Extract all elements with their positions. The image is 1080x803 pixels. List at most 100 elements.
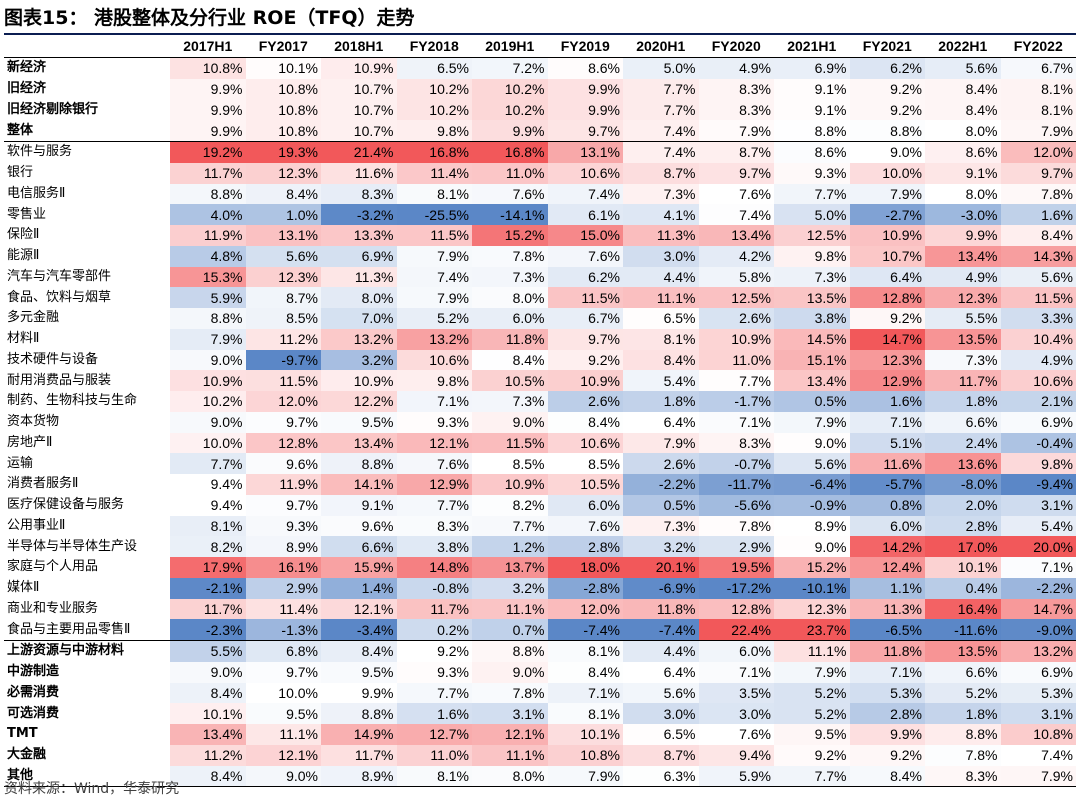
roe-cell: 8.7% <box>623 744 699 766</box>
roe-cell: 9.3% <box>774 162 850 184</box>
roe-cell: 8.6% <box>547 57 623 79</box>
row-label: 食品、饮料与烟草 <box>7 289 112 305</box>
roe-cell: -3.4% <box>321 619 397 641</box>
roe-cell: 11.3% <box>623 225 699 246</box>
roe-cell: 12.1% <box>472 724 548 745</box>
roe-cell: 10.5% <box>472 370 548 391</box>
table-row: 大金融 11.2% 12.1% 11.7% 11.0% 11.1% 10.8% 8.7% 9.4… <box>4 744 1076 766</box>
roe-cell: 6.6% <box>925 411 1001 433</box>
roe-cell: 10.2% <box>170 391 246 412</box>
roe-cell: 17.9% <box>170 557 246 578</box>
roe-cell: 6.0% <box>849 515 925 537</box>
roe-cell: 7.1% <box>396 391 472 412</box>
roe-cell: 11.5% <box>547 287 623 308</box>
roe-cell: 13.5% <box>774 287 850 308</box>
roe-cell: 18.0% <box>547 557 623 578</box>
roe-cell: 9.1% <box>321 494 397 516</box>
row-label: 银行 <box>7 165 34 181</box>
roe-cell: 7.9% <box>1000 765 1076 788</box>
roe-cell: 10.6% <box>547 432 623 454</box>
roe-cell: 9.1% <box>925 162 1001 184</box>
roe-cell: 12.0% <box>1000 140 1076 163</box>
roe-cell: 12.3% <box>245 162 321 184</box>
row-label: 材料Ⅱ <box>7 331 40 347</box>
roe-cell: 8.1% <box>396 765 472 788</box>
roe-cell: 7.8% <box>925 744 1001 766</box>
roe-cell: 9.5% <box>321 411 397 433</box>
column-header: FY2019 <box>547 35 623 58</box>
roe-cell: 12.7% <box>396 724 472 745</box>
roe-cell: 7.6% <box>698 724 774 745</box>
roe-cell: 5.0% <box>774 204 850 225</box>
roe-cell: 10.9% <box>321 57 397 79</box>
roe-cell: 7.7% <box>623 99 699 121</box>
table-row: 中游制造 9.0% 9.7% 9.5% 9.3% 9.0% 8.4% 6.4% 7.1% 7.9%… <box>4 661 1076 683</box>
roe-cell: 6.5% <box>623 724 699 745</box>
roe-cell: 2.1% <box>1000 391 1076 412</box>
column-header: 2018H1 <box>321 35 397 58</box>
roe-cell: 9.7% <box>245 494 321 516</box>
roe-cell: 10.9% <box>170 370 246 391</box>
roe-cell: 10.9% <box>849 225 925 246</box>
roe-cell: 8.3% <box>396 515 472 537</box>
roe-cell: 3.0% <box>623 703 699 724</box>
roe-cell: 2.0% <box>925 494 1001 516</box>
roe-cell: 7.6% <box>698 183 774 205</box>
row-label: 医疗保健设备与服务 <box>7 497 125 513</box>
roe-cell: 7.9% <box>170 328 246 350</box>
roe-cell: 8.0% <box>472 287 548 308</box>
roe-cell: 7.6% <box>547 245 623 267</box>
roe-cell: 9.0% <box>472 411 548 433</box>
row-label: 半导体与半导体生产设 <box>7 538 138 554</box>
roe-cell: 10.6% <box>1000 370 1076 391</box>
roe-cell: 11.7% <box>396 598 472 620</box>
roe-cell: 4.9% <box>925 266 1001 288</box>
row-label: 零售业 <box>7 206 47 222</box>
roe-cell: 9.5% <box>245 703 321 724</box>
roe-cell: 9.6% <box>245 453 321 474</box>
roe-cell: 8.8% <box>321 453 397 474</box>
roe-cell: 1.6% <box>849 391 925 412</box>
roe-cell: 4.1% <box>623 204 699 225</box>
roe-cell: 13.2% <box>1000 639 1076 662</box>
roe-cell: 5.2% <box>396 308 472 329</box>
roe-cell: 8.5% <box>547 453 623 474</box>
roe-cell: 11.8% <box>849 639 925 662</box>
roe-cell: 10.9% <box>472 474 548 495</box>
roe-cell: 7.9% <box>774 411 850 433</box>
roe-cell: 8.0% <box>472 765 548 788</box>
roe-cell: 7.6% <box>547 515 623 537</box>
roe-cell: 6.9% <box>1000 411 1076 433</box>
header-row: 2017H1 FY2017 2018H1 FY2018 2019H1 FY2019 2020… <box>4 35 1076 58</box>
roe-cell: 7.6% <box>472 183 548 205</box>
roe-cell: 9.2% <box>547 349 623 371</box>
roe-cell: 10.9% <box>547 370 623 391</box>
table-row: 必需消费 8.4% 10.0% 9.9% 7.7% 7.8% 7.1% 5.6% 3.5% 5.2… <box>4 682 1076 704</box>
roe-cell: 14.3% <box>1000 245 1076 267</box>
row-label: 制药、生物科技与生命 <box>7 393 138 409</box>
roe-cell: 8.0% <box>925 120 1001 142</box>
table-row: 能源Ⅱ 4.8% 5.6% 6.9% 7.9% 7.8% 7.6% 3.0% 4.2% 9.8% 1… <box>4 245 1076 267</box>
roe-cell: -2.2% <box>1000 577 1076 599</box>
table-row: 零售业 4.0% 1.0% -3.2% -25.5% -14.1% 6.1% 4.1% 7.4%… <box>4 204 1076 225</box>
roe-cell: -1.7% <box>698 391 774 412</box>
roe-cell: 5.5% <box>170 639 246 662</box>
roe-cell: 7.2% <box>472 57 548 79</box>
roe-cell: 7.0% <box>321 308 397 329</box>
roe-cell: 8.1% <box>547 639 623 662</box>
roe-cell: 9.6% <box>321 515 397 537</box>
roe-cell: 6.9% <box>1000 661 1076 683</box>
roe-cell: 8.4% <box>925 78 1001 100</box>
roe-cell: 2.8% <box>925 515 1001 537</box>
roe-cell: 7.9% <box>849 183 925 205</box>
roe-cell: 8.1% <box>170 515 246 537</box>
roe-cell: 7.9% <box>623 432 699 454</box>
roe-cell: 14.9% <box>321 724 397 745</box>
roe-cell: 8.9% <box>321 765 397 788</box>
roe-cell: 5.6% <box>1000 266 1076 288</box>
table-row: 其他 8.4% 9.0% 8.9% 8.1% 8.0% 7.9% 6.3% 5.9% 7.7% 8.… <box>4 765 1076 788</box>
roe-cell: 8.5% <box>472 453 548 474</box>
roe-cell: 2.9% <box>245 577 321 599</box>
roe-cell: 4.4% <box>623 639 699 662</box>
roe-cell: 4.9% <box>1000 349 1076 371</box>
